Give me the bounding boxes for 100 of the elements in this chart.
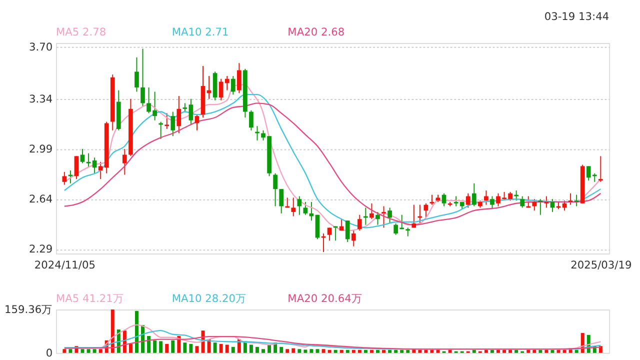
bar bbox=[80, 349, 84, 353]
bar bbox=[292, 348, 296, 353]
y-tick-label: 2.29 bbox=[28, 242, 53, 256]
candlestick bbox=[382, 206, 386, 228]
candlestick bbox=[297, 196, 302, 216]
bar bbox=[68, 349, 72, 353]
candlestick bbox=[532, 198, 537, 212]
bar bbox=[358, 350, 362, 353]
bar bbox=[231, 346, 235, 353]
candlestick bbox=[430, 194, 434, 206]
candlestick bbox=[406, 227, 410, 237]
bar bbox=[526, 350, 530, 353]
text: MA5 41.21万 bbox=[56, 292, 124, 305]
candlestick bbox=[140, 48, 145, 107]
bar bbox=[430, 350, 434, 353]
bar bbox=[550, 350, 554, 353]
candlestick bbox=[176, 96, 182, 134]
bar bbox=[249, 344, 253, 353]
bar bbox=[388, 350, 392, 353]
candlestick bbox=[122, 148, 127, 176]
bar bbox=[147, 336, 151, 353]
candlestick bbox=[574, 194, 579, 207]
bar bbox=[98, 349, 102, 353]
candlestick bbox=[568, 192, 573, 206]
bar bbox=[448, 350, 452, 353]
candlestick bbox=[388, 207, 392, 224]
bar bbox=[394, 350, 398, 353]
bar bbox=[322, 349, 326, 353]
bar bbox=[406, 350, 410, 353]
y-tick-label: 2.99 bbox=[28, 142, 53, 156]
candlestick bbox=[484, 190, 488, 206]
bar bbox=[352, 350, 356, 353]
candlestick bbox=[598, 156, 603, 182]
bar bbox=[128, 344, 132, 353]
candlestick bbox=[520, 196, 525, 208]
candlestick bbox=[194, 114, 200, 131]
candlestick bbox=[538, 198, 543, 216]
candlestick bbox=[249, 110, 254, 131]
bar bbox=[514, 350, 518, 353]
bar bbox=[189, 344, 193, 353]
text: MA10 28.20万 bbox=[172, 292, 246, 305]
candlestick bbox=[92, 157, 97, 174]
y-tick-label: 3.70 bbox=[28, 40, 53, 54]
x-tick-label: 2025/03/19 bbox=[570, 258, 632, 272]
bar bbox=[334, 350, 338, 353]
bar bbox=[225, 344, 229, 353]
candlestick bbox=[376, 211, 380, 226]
bar bbox=[171, 340, 175, 353]
bar bbox=[328, 350, 332, 353]
bar bbox=[418, 350, 422, 353]
candlestick bbox=[351, 230, 356, 247]
bar bbox=[496, 350, 500, 353]
candlestick bbox=[303, 201, 308, 216]
candlestick bbox=[370, 202, 374, 220]
bar bbox=[86, 349, 90, 353]
bar bbox=[153, 340, 157, 353]
bar bbox=[280, 346, 284, 353]
candlestick bbox=[134, 56, 139, 92]
candlestick bbox=[309, 201, 314, 222]
bar bbox=[316, 349, 320, 353]
bar bbox=[538, 350, 542, 353]
bar bbox=[62, 349, 66, 353]
candlestick bbox=[490, 196, 494, 210]
bar bbox=[484, 350, 488, 353]
text: MA5 2.78 bbox=[56, 25, 106, 38]
y-tick-label: 0 bbox=[46, 346, 53, 360]
candlestick bbox=[230, 75, 236, 96]
bar bbox=[310, 349, 314, 353]
candlestick bbox=[442, 192, 446, 207]
bar bbox=[110, 309, 114, 353]
candlestick bbox=[170, 111, 176, 137]
bar bbox=[532, 350, 536, 353]
text: MA20 2.68 bbox=[288, 25, 345, 38]
bar bbox=[255, 346, 259, 353]
bar bbox=[219, 344, 223, 353]
bar bbox=[195, 346, 199, 353]
bar bbox=[424, 350, 428, 353]
bar bbox=[346, 350, 350, 353]
text: MA10 2.71 bbox=[172, 25, 229, 38]
candlestick bbox=[345, 220, 350, 243]
y-tick-label: 2.64 bbox=[28, 192, 53, 206]
bar bbox=[340, 350, 344, 353]
y-tick-label: 159.36万 bbox=[4, 302, 53, 316]
bar bbox=[490, 350, 494, 353]
bar bbox=[598, 346, 602, 353]
candlestick bbox=[86, 152, 91, 168]
candlestick bbox=[236, 62, 242, 94]
candlestick bbox=[327, 227, 332, 242]
bar bbox=[376, 350, 380, 353]
bar bbox=[262, 349, 265, 353]
candlestick bbox=[158, 121, 164, 140]
bar bbox=[165, 344, 169, 353]
bar bbox=[544, 350, 548, 353]
candlestick bbox=[279, 188, 284, 214]
text: 03-19 13:44 bbox=[544, 10, 610, 23]
bar bbox=[502, 350, 506, 353]
candlestick bbox=[291, 197, 296, 217]
candlestick bbox=[188, 98, 194, 126]
bar bbox=[134, 310, 138, 353]
bar bbox=[400, 350, 404, 353]
